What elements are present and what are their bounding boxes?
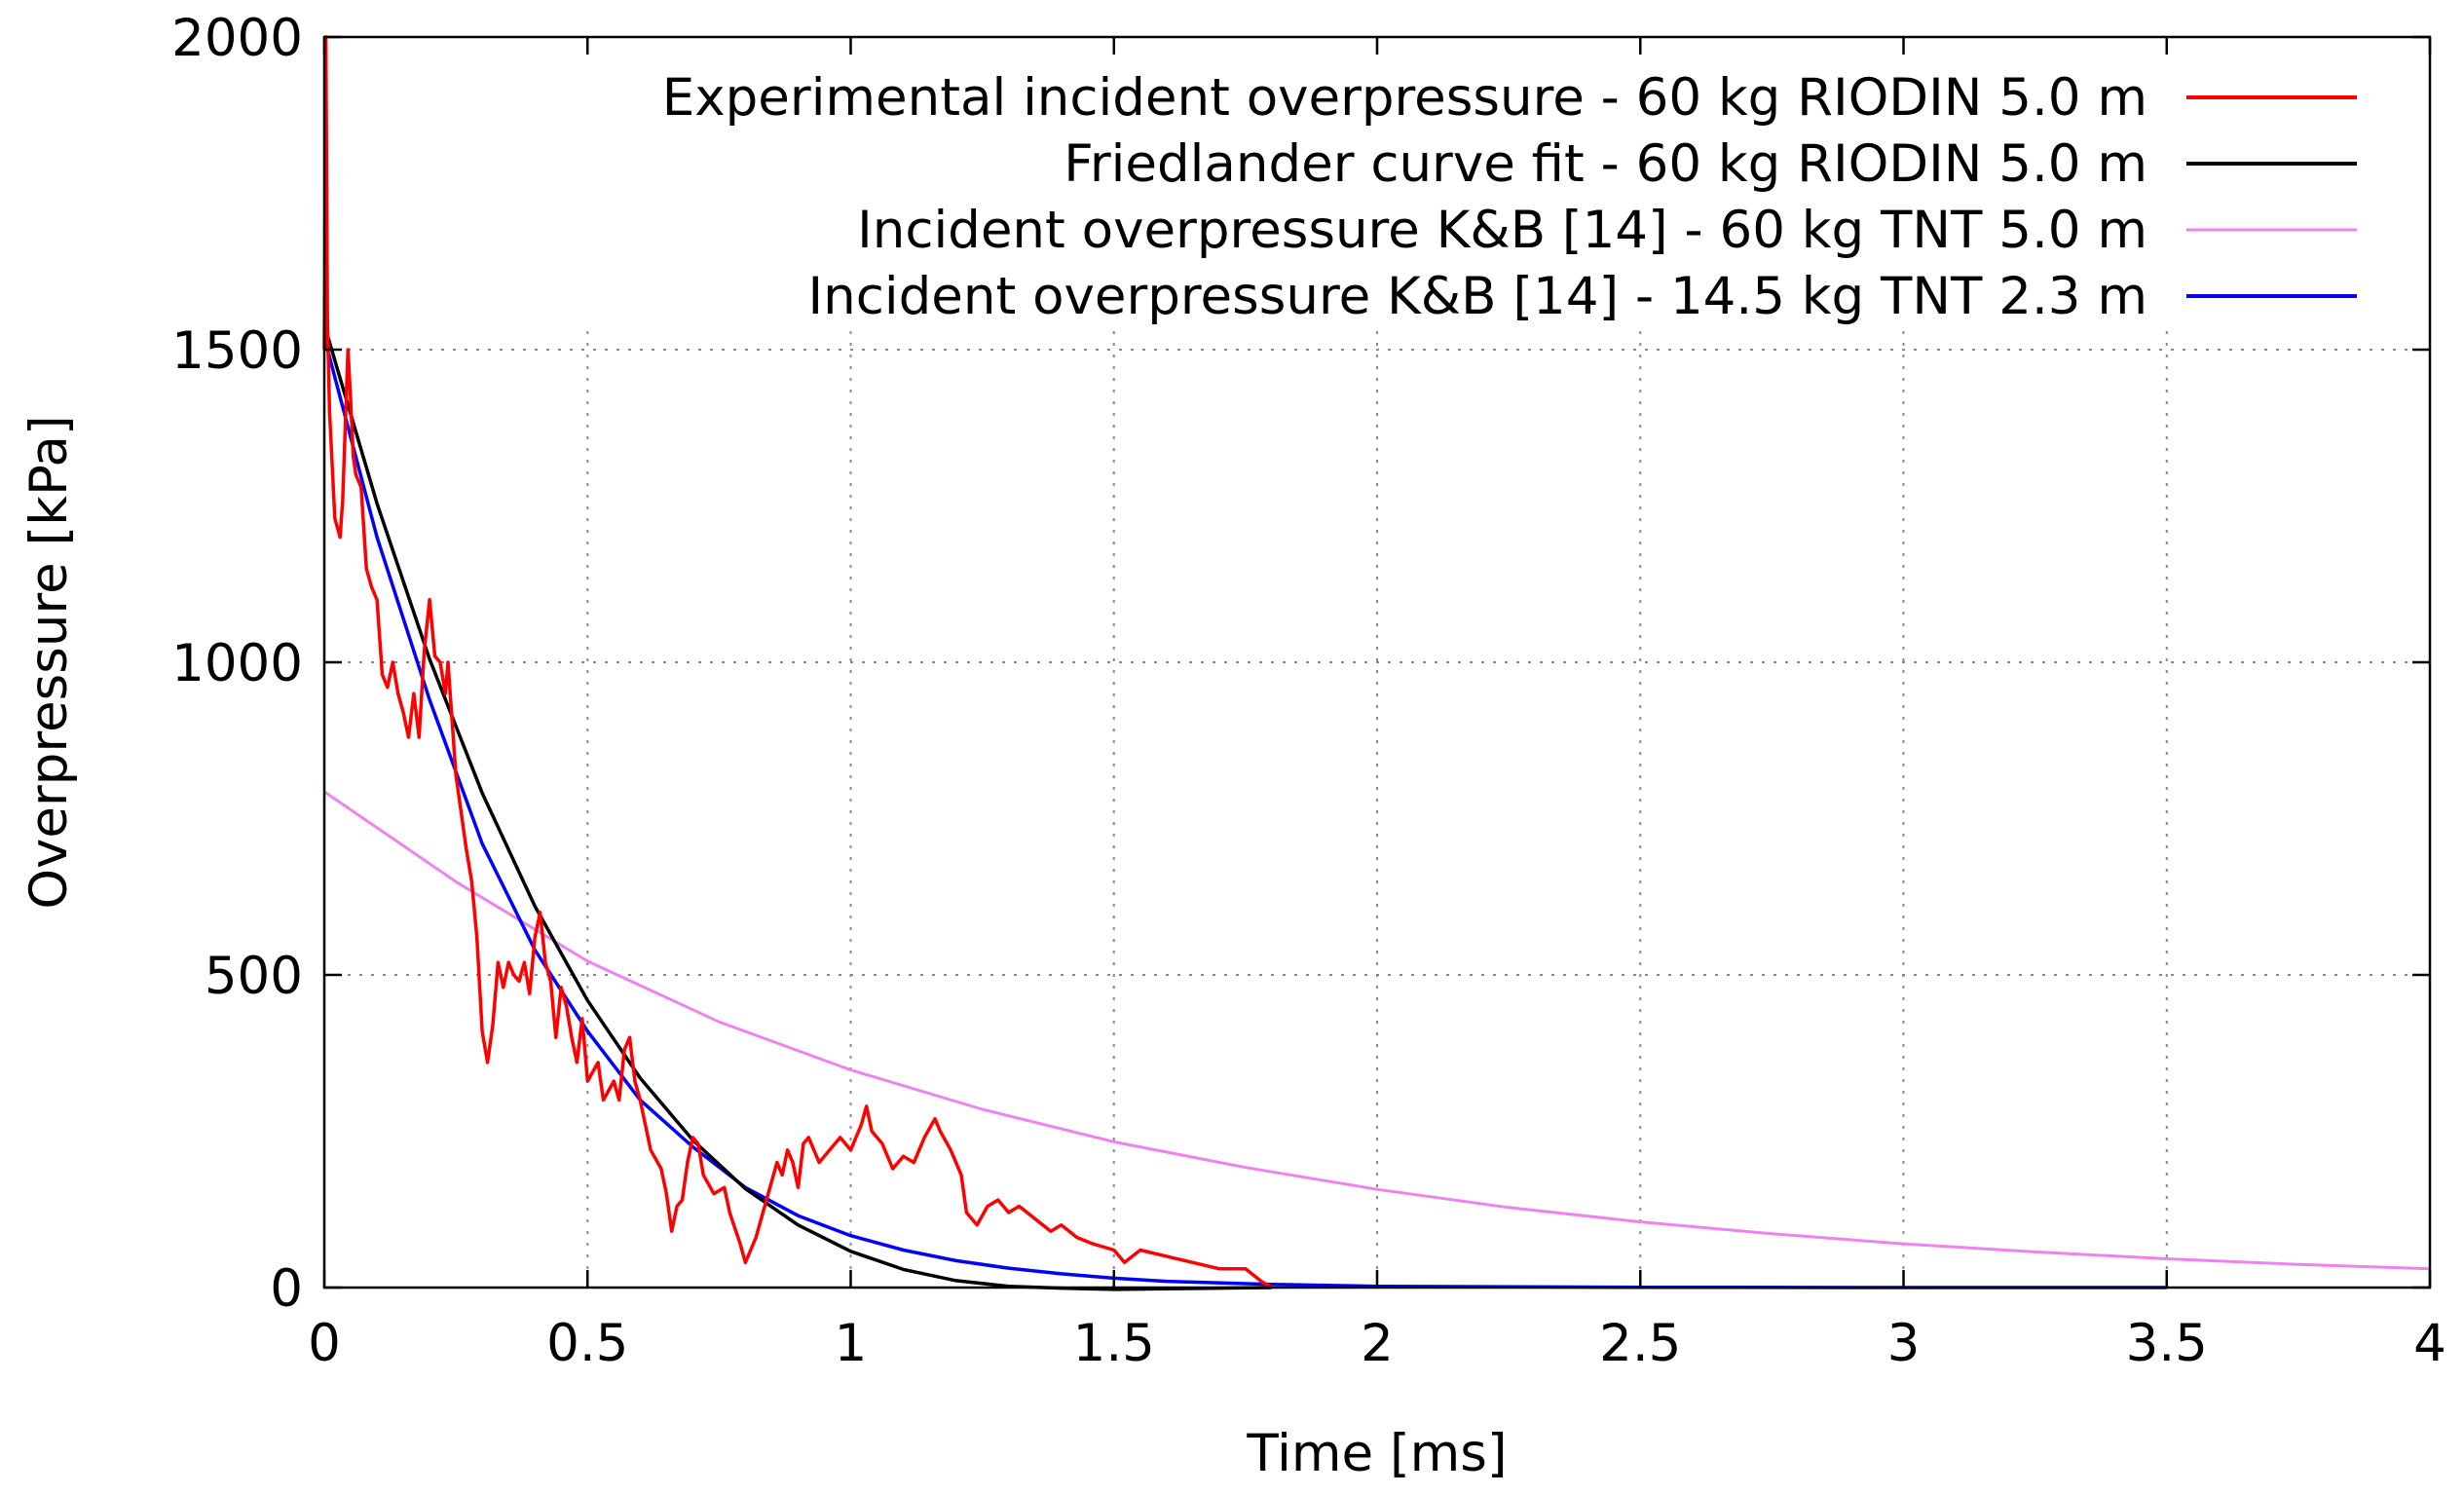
y-axis-title: Overpressure [kPa] [19,415,79,909]
tick-layer: 0 0.5 1 1.5 2 2.5 3 3.5 4 0 500 1000 1500 2000 [171,9,2446,1373]
x-tick-label: 0.5 [546,1314,628,1373]
x-tick-label: 4 [2413,1314,2446,1373]
x-tick-label: 3 [1887,1314,1921,1373]
x-tick-label: 3.5 [2126,1314,2208,1373]
series-layer [322,35,2431,1291]
y-tick-label: 500 [205,947,303,1006]
series-line-3 [322,336,2167,1289]
series-line-0 [322,35,1273,1289]
legend-label: Incident overpressure K&B [14] - 60 kg T… [857,201,2147,260]
x-tick-label: 2 [1361,1314,1394,1373]
y-tick-label: 1500 [171,321,303,381]
x-tick-label: 0 [308,1314,341,1373]
legend: Experimental incident overpressure - 60 … [662,68,2357,326]
x-tick-label: 1.5 [1073,1314,1155,1373]
legend-label: Experimental incident overpressure - 60 … [662,68,2147,128]
legend-label: Friedlander curve fit - 60 kg RIODIN 5.0… [1064,134,2147,194]
grid-layer [324,331,2430,1288]
legend-label: Incident overpressure K&B [14] - 14.5 kg… [808,267,2147,326]
y-tick-label: 1000 [171,634,303,693]
series-line-1 [322,323,1272,1291]
y-tick-label: 0 [270,1259,303,1319]
series-line-2 [323,790,2431,1271]
y-tick-label: 2000 [171,9,303,68]
x-tick-label: 1 [835,1314,868,1373]
x-axis-title: Time [ms] [1246,1424,1507,1483]
x-tick-label: 2.5 [1599,1314,1681,1373]
